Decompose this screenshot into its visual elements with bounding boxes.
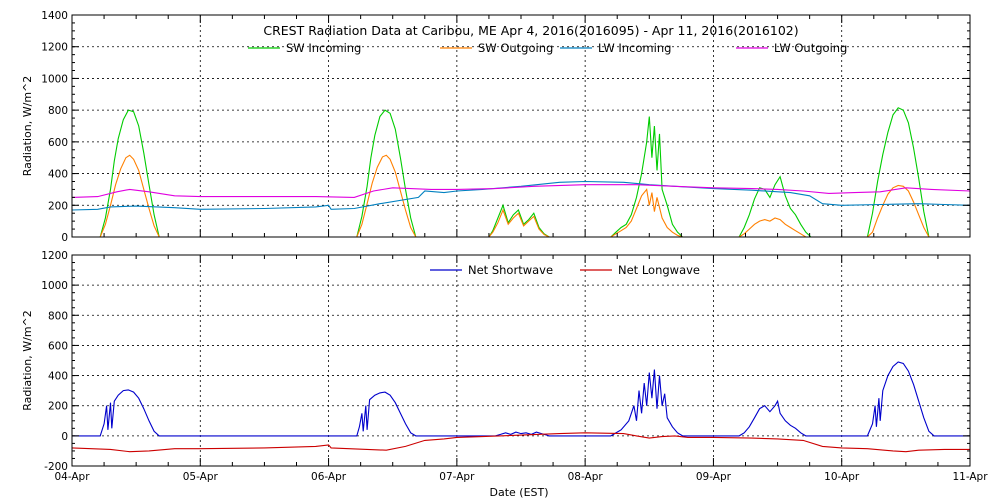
y-tick-label: 1200 [41, 250, 68, 262]
series-line-lw-incoming [71, 180, 971, 211]
series-line-net-shortwave [72, 361, 970, 437]
x-tick-label: 04-Apr [54, 471, 90, 483]
bottom-panel-net-radiation: -200 0 200 400 600 800 1000 1200 04-Apr 05-Apr 06-… [21, 250, 988, 499]
x-tick-label: 06-Apr [311, 471, 347, 483]
legend-label-sw-outgoing: SW Outgoing [478, 41, 553, 55]
legend-label-net-longwave: Net Longwave [618, 263, 700, 277]
legend-label-lw-incoming: LW Incoming [598, 41, 671, 55]
y-tick-label: 200 [48, 401, 68, 413]
y-tick-label: 600 [48, 340, 68, 352]
legend-label-sw-incoming: SW Incoming [286, 41, 361, 55]
y-tick-label: 400 [48, 169, 68, 181]
x-tick-label: 10-Apr [824, 471, 860, 483]
x-tick-label: 11-Apr [952, 471, 988, 483]
plot-frame [71, 254, 971, 467]
y-tick-label: 1200 [41, 42, 68, 54]
x-tick-label: 09-Apr [696, 471, 732, 483]
y-tick-label: 0 [61, 232, 68, 244]
top-panel-incoming-outgoing: 0 200 400 600 800 1000 1200 1400 Radiation, W/m^… [21, 10, 971, 244]
y-tick-label: 1400 [41, 10, 68, 22]
chart-title: CREST Radiation Data at Caribou, ME Apr … [263, 23, 798, 38]
series-line-sw-incoming [72, 107, 970, 238]
legend-label-net-shortwave: Net Shortwave [468, 263, 553, 277]
x-axis-label: Date (EST) [489, 486, 548, 499]
y-tick-label: 800 [48, 310, 68, 322]
y-tick-label: -200 [44, 461, 68, 473]
y-tick-label: 1000 [41, 280, 68, 292]
series-line-net-longwave [71, 432, 970, 453]
y-tick-label: 800 [48, 105, 68, 117]
legend-label-lw-outgoing: LW Outgoing [774, 41, 847, 55]
y-tick-label: 400 [48, 371, 68, 383]
y-axis-label: Radiation, W/m^2 [21, 310, 34, 411]
y-tick-label: 600 [48, 137, 68, 149]
y-axis-label: Radiation, W/m^2 [21, 76, 34, 177]
x-tick-label: 05-Apr [183, 471, 219, 483]
y-tick-label: 0 [61, 431, 68, 443]
y-tick-label: 1000 [41, 73, 68, 85]
y-tick-label: 200 [48, 200, 68, 212]
x-tick-label: 08-Apr [568, 471, 604, 483]
series-line-lw-outgoing [71, 184, 971, 198]
x-tick-label: 07-Apr [439, 471, 475, 483]
